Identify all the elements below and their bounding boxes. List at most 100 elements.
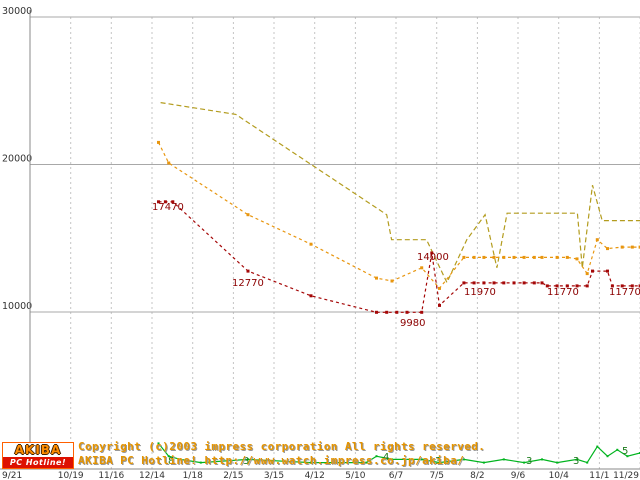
shop-count-marker: [502, 458, 505, 461]
lowest-price-marker: [620, 284, 624, 288]
lowest-price-marker: [309, 294, 313, 298]
lowest-price-marker: [512, 281, 516, 285]
lowest-price-marker: [532, 281, 536, 285]
shop-count-line: [158, 443, 640, 464]
average-price-marker: [462, 255, 466, 259]
average-price-marker: [438, 286, 441, 290]
average-price-marker: [595, 238, 599, 242]
y-axis-label: 20000: [2, 154, 32, 165]
x-axis-label: 9/21: [2, 471, 22, 480]
lowest-price-marker: [385, 310, 389, 314]
shop-count-marker: [576, 458, 578, 461]
average-price-marker: [420, 266, 424, 270]
lowest-price-marker: [246, 269, 250, 273]
average-price-marker: [472, 255, 476, 259]
lowest-price-marker: [438, 303, 441, 307]
shop-count-marker: [420, 458, 423, 461]
lowest-price-marker: [163, 200, 167, 204]
average-price-marker: [540, 255, 544, 259]
average-price-marker: [309, 242, 313, 246]
shop-count-label: 3: [243, 456, 249, 467]
x-axis-label: 1/18: [183, 471, 203, 480]
x-axis-label: 12/14: [139, 471, 165, 480]
lowest-price-marker: [157, 200, 160, 204]
x-axis-label: 7/5: [429, 471, 443, 480]
average-price-marker: [575, 257, 579, 261]
lowest-price-marker: [630, 284, 634, 288]
lowest-price-marker: [565, 284, 569, 288]
shop-count-marker: [626, 455, 629, 458]
x-axis-label: 2/15: [223, 471, 243, 480]
shop-count-label: 8: [168, 456, 174, 467]
average-price-marker: [606, 247, 609, 251]
shop-count-marker: [179, 458, 182, 461]
lowest-price-marker: [610, 284, 614, 288]
average-price-marker: [482, 255, 486, 259]
average-price-marker: [512, 255, 516, 259]
price-label: 14000: [417, 252, 449, 263]
x-axis-label: 10/19: [58, 471, 84, 480]
lowest-price-marker: [430, 251, 434, 255]
average-price-marker: [565, 255, 569, 259]
average-price-line: [157, 142, 640, 290]
average-price-marker: [375, 276, 378, 280]
x-axis-label: 3/15: [264, 471, 284, 480]
shop-count-label: 3: [573, 456, 579, 467]
average-price-marker: [502, 255, 506, 259]
lowest-price-line: [158, 201, 640, 313]
shop-count-marker: [365, 461, 368, 464]
price-label: 9980: [400, 318, 425, 329]
shop-count-label: 4: [383, 452, 389, 463]
shop-count-marker: [541, 458, 543, 461]
shop-count-marker: [482, 461, 485, 464]
average-price-marker: [630, 245, 634, 249]
lowest-price-marker: [472, 281, 476, 285]
x-axis-label: 11/16: [98, 471, 124, 480]
lowest-price-marker: [492, 281, 496, 285]
lowest-price-marker: [522, 281, 526, 285]
shop-count-marker: [167, 455, 170, 458]
lowest-price-marker: [395, 310, 399, 314]
shop-count-marker: [391, 458, 393, 461]
x-axis-label: 8/2: [470, 471, 484, 480]
price-label: 11770: [547, 287, 579, 298]
lowest-price-marker: [420, 310, 424, 314]
x-axis-label: 6/7: [389, 471, 403, 480]
lowest-price-marker: [575, 284, 579, 288]
lowest-price-marker: [638, 284, 640, 288]
lowest-price-marker: [606, 269, 609, 273]
shop-count-marker: [556, 461, 559, 464]
price-label: 11770: [609, 287, 640, 298]
lowest-price-marker: [540, 281, 544, 285]
x-axis-label: 11/1: [589, 471, 609, 480]
y-axis-label: 10000: [2, 301, 32, 312]
lowest-price-marker: [462, 281, 466, 285]
x-axis-label: 9/6: [511, 471, 526, 480]
x-axis-label: 10/4: [549, 471, 569, 480]
shop-count-label: 5: [622, 446, 628, 457]
highest-price-line: [160, 102, 640, 284]
average-price-marker: [638, 245, 640, 249]
x-axis-label: 11/29: [613, 471, 639, 480]
shop-count-marker: [606, 455, 609, 458]
lowest-price-marker: [545, 284, 549, 288]
lowest-price-marker: [375, 310, 378, 314]
shop-count-marker: [310, 461, 312, 464]
shop-count-marker: [375, 455, 378, 458]
average-price-marker: [522, 255, 526, 259]
price-label: 17470: [152, 202, 184, 213]
price-label: 11970: [464, 287, 496, 298]
shop-count-marker: [616, 448, 619, 451]
lowest-price-marker: [585, 284, 589, 288]
lowest-price-marker: [555, 284, 559, 288]
shop-count-marker: [586, 461, 589, 464]
average-price-marker: [532, 255, 536, 259]
price-label: 12770: [232, 278, 264, 289]
lowest-price-marker: [591, 269, 594, 273]
shop-count-marker: [247, 458, 249, 461]
lowest-price-marker: [502, 281, 506, 285]
average-price-marker: [246, 213, 250, 217]
shop-count-marker: [523, 461, 526, 464]
lowest-price-marker: [171, 200, 175, 204]
